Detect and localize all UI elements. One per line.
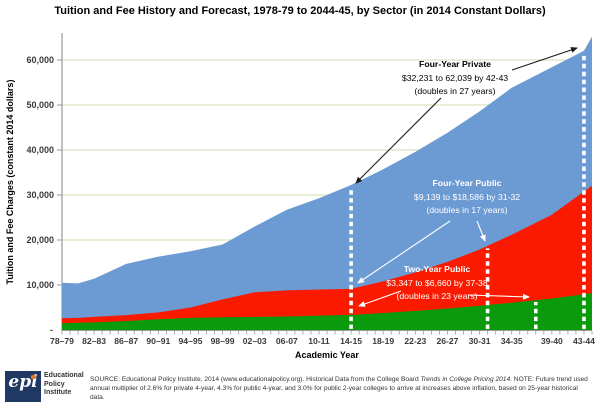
annotation-doubling: (doubles in 23 years) [396, 291, 478, 301]
source-note: SOURCE: Educational Policy Institute, 20… [90, 376, 588, 401]
arrow-private-to-43-44 [511, 47, 578, 71]
x-axis-title: Academic Year [295, 350, 359, 360]
y-tick-label: 40,000 [26, 145, 54, 155]
x-tick-label: 18-19 [372, 336, 394, 346]
footer: epi Educational Policy Institute SOURCE:… [0, 368, 600, 408]
arrow-public2-to-14-15 [358, 290, 402, 307]
area-two-year-public [62, 293, 592, 330]
area-four-year-public [62, 185, 592, 330]
annotation-values: $3,347 to $6,660 by 37-38 [386, 277, 488, 288]
y-axis-title: Tuition and Fee Charges (constant 2014 d… [5, 80, 15, 285]
y-zero-label: - [50, 325, 53, 335]
annotation-two-year-public: Two-Year Public $3,347 to $6,660 by 37-3… [386, 263, 487, 304]
annotation-values: $32,231 to 62,039 by 42-43 [401, 72, 509, 83]
x-tick-label: 22-23 [404, 336, 426, 346]
x-tick-label: 14-15 [340, 336, 362, 346]
epi-logo: epi [5, 371, 41, 402]
x-tick-label: 02–03 [243, 336, 267, 346]
arrow-public4-to-31-32 [476, 220, 486, 242]
x-tick-label: 06-07 [276, 336, 298, 346]
x-tick-label: 26-27 [436, 336, 458, 346]
y-tick-label: 10,000 [26, 280, 54, 290]
x-tick-label: 98–99 [211, 336, 235, 346]
arrow-public4-to-14-15 [357, 220, 451, 284]
x-tick-label: 34-35 [501, 336, 523, 346]
x-tick-label: 39-40 [541, 336, 563, 346]
y-tick-label: 30,000 [26, 190, 54, 200]
x-tick-label: 82–83 [82, 336, 106, 346]
annotation-title: Two-Year Public [403, 264, 471, 274]
arrow-private-to-14-15 [355, 97, 442, 184]
epi-logo-wordmark: Educational Policy Institute [44, 372, 84, 396]
annotation-four-year-public: Four-Year Public $9,139 to $18,586 by 31… [414, 177, 520, 218]
x-tick-label: 43-44 [573, 336, 595, 346]
x-tick-label: 78–79 [50, 336, 74, 346]
x-tick-label: 90–91 [146, 336, 170, 346]
arrow-public2-to-37-38 [467, 293, 530, 300]
x-tick-label: 86–87 [114, 336, 138, 346]
annotation-four-year-private: Four-Year Private $32,231 to 62,039 by 4… [402, 58, 508, 99]
epi-logo-script: epi [8, 372, 38, 392]
annotation-title: Four-Year Private [419, 59, 491, 69]
x-tick-label: 94–95 [179, 336, 203, 346]
annotation-values: $9,139 to $18,586 by 31-32 [413, 191, 521, 202]
chart-canvas: 10,000 20,000 30,000 40,000 50,000 60,000 -78–… [5, 33, 595, 360]
source-italic-title: Trends in College Pricing 2014 [420, 376, 511, 383]
area-four-year-private [62, 36, 592, 330]
annotation-doubling: (doubles in 27 years) [414, 86, 496, 96]
x-tick-label: 30-31 [469, 336, 491, 346]
annotation-title: Four-Year Public [432, 178, 502, 188]
chart-title: Tuition and Fee History and Forecast, 19… [54, 5, 546, 17]
y-tick-label: 60,000 [26, 55, 54, 65]
annotation-doubling: (doubles in 17 years) [426, 205, 508, 215]
y-tick-label: 20,000 [26, 235, 54, 245]
y-tick-label: 50,000 [26, 100, 54, 110]
x-tick-label: 10-11 [308, 336, 330, 346]
